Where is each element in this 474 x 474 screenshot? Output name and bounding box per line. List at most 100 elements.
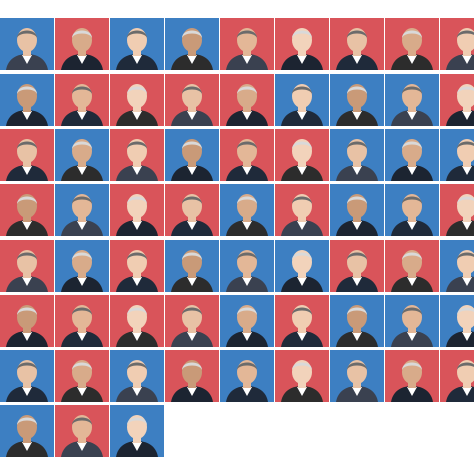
portrait-icon <box>6 415 48 457</box>
portrait-icon-tile <box>440 295 474 347</box>
portrait-icon <box>171 28 213 70</box>
portrait-icon-tile <box>385 18 439 70</box>
portrait-icon-tile <box>0 405 54 457</box>
portrait-icon <box>281 139 323 181</box>
portrait-icon <box>226 360 268 402</box>
portrait-icon <box>171 194 213 236</box>
portrait-icon-tile <box>220 18 274 70</box>
portrait-icon <box>446 28 474 70</box>
portrait-icon-tile <box>330 295 384 347</box>
portrait-icon-tile <box>330 350 384 402</box>
portrait-icon <box>446 194 474 236</box>
portrait-icon-tile <box>275 350 329 402</box>
portrait-icon <box>391 250 433 292</box>
portrait-icon <box>171 139 213 181</box>
portrait-icon <box>281 84 323 126</box>
portrait-icon-tile <box>0 129 54 181</box>
portrait-icon <box>391 360 433 402</box>
portrait-icon <box>6 360 48 402</box>
portrait-icon-tile <box>55 129 109 181</box>
portrait-icon <box>61 28 103 70</box>
portrait-icon-tile <box>165 240 219 292</box>
portrait-icon <box>6 305 48 347</box>
portrait-icon-tile <box>110 295 164 347</box>
portrait-icon <box>281 194 323 236</box>
portrait-icon-tile <box>165 350 219 402</box>
portrait-icon-tile <box>440 240 474 292</box>
portrait-icon-tile <box>0 74 54 126</box>
portrait-icon-tile <box>165 184 219 236</box>
portrait-icon-tile <box>55 350 109 402</box>
portrait-icon-tile <box>165 74 219 126</box>
portrait-icon-tile <box>55 74 109 126</box>
portrait-icon-tile <box>330 129 384 181</box>
portrait-icon <box>61 194 103 236</box>
portrait-icon <box>226 139 268 181</box>
portrait-icon-tile <box>165 18 219 70</box>
portrait-icon-tile <box>330 184 384 236</box>
portrait-icon-tile <box>165 295 219 347</box>
portrait-icon-tile <box>55 405 109 457</box>
portrait-icon-tile <box>440 74 474 126</box>
portrait-icon <box>116 250 158 292</box>
portrait-icon-tile <box>0 184 54 236</box>
portrait-icon <box>116 28 158 70</box>
portrait-icon <box>336 84 378 126</box>
portrait-icon-tile <box>385 295 439 347</box>
portrait-icon <box>336 305 378 347</box>
portrait-icon-tile <box>330 18 384 70</box>
portrait-icon <box>6 139 48 181</box>
portrait-icon <box>446 305 474 347</box>
portrait-icon-tile <box>110 74 164 126</box>
portrait-icon <box>61 360 103 402</box>
portrait-icon <box>391 84 433 126</box>
portrait-icon <box>226 84 268 126</box>
portrait-icon-tile <box>275 184 329 236</box>
portrait-icon <box>6 84 48 126</box>
portrait-icon-tile <box>110 184 164 236</box>
portrait-icon-tile <box>0 295 54 347</box>
portrait-icon <box>226 250 268 292</box>
portrait-icon-tile <box>275 18 329 70</box>
portrait-icon-tile <box>55 295 109 347</box>
portrait-icon <box>281 250 323 292</box>
portrait-icon <box>336 28 378 70</box>
portrait-icon <box>61 139 103 181</box>
portrait-icon <box>446 360 474 402</box>
portrait-icon-tile <box>110 18 164 70</box>
portrait-icon <box>61 305 103 347</box>
portrait-icon <box>171 305 213 347</box>
portrait-icon <box>391 28 433 70</box>
portrait-icon <box>6 194 48 236</box>
portrait-icon <box>171 360 213 402</box>
portrait-icon <box>336 139 378 181</box>
portrait-icon <box>61 250 103 292</box>
portrait-icon <box>446 139 474 181</box>
portrait-icon-tile <box>330 74 384 126</box>
portrait-icon-tile <box>385 350 439 402</box>
portrait-icon <box>281 305 323 347</box>
portrait-icon-tile <box>385 184 439 236</box>
portrait-icon-tile <box>0 350 54 402</box>
portrait-icon-tile <box>275 129 329 181</box>
portrait-icon-tile <box>275 295 329 347</box>
portrait-icon-tile <box>385 240 439 292</box>
portrait-icon <box>446 84 474 126</box>
portrait-icon <box>446 250 474 292</box>
portrait-icon-tile <box>440 18 474 70</box>
portrait-icon <box>226 305 268 347</box>
portrait-icon <box>391 194 433 236</box>
portrait-icon <box>6 250 48 292</box>
portrait-icon-tile <box>220 240 274 292</box>
portrait-icon <box>116 139 158 181</box>
portrait-icon-tile <box>110 350 164 402</box>
portrait-icon <box>61 84 103 126</box>
portrait-icon-tile <box>220 295 274 347</box>
portrait-icon-tile <box>220 129 274 181</box>
portrait-icon-tile <box>275 240 329 292</box>
portrait-icon-tile <box>385 74 439 126</box>
portrait-icon-tile <box>0 240 54 292</box>
portrait-icon <box>281 360 323 402</box>
portrait-icon-tile <box>55 240 109 292</box>
